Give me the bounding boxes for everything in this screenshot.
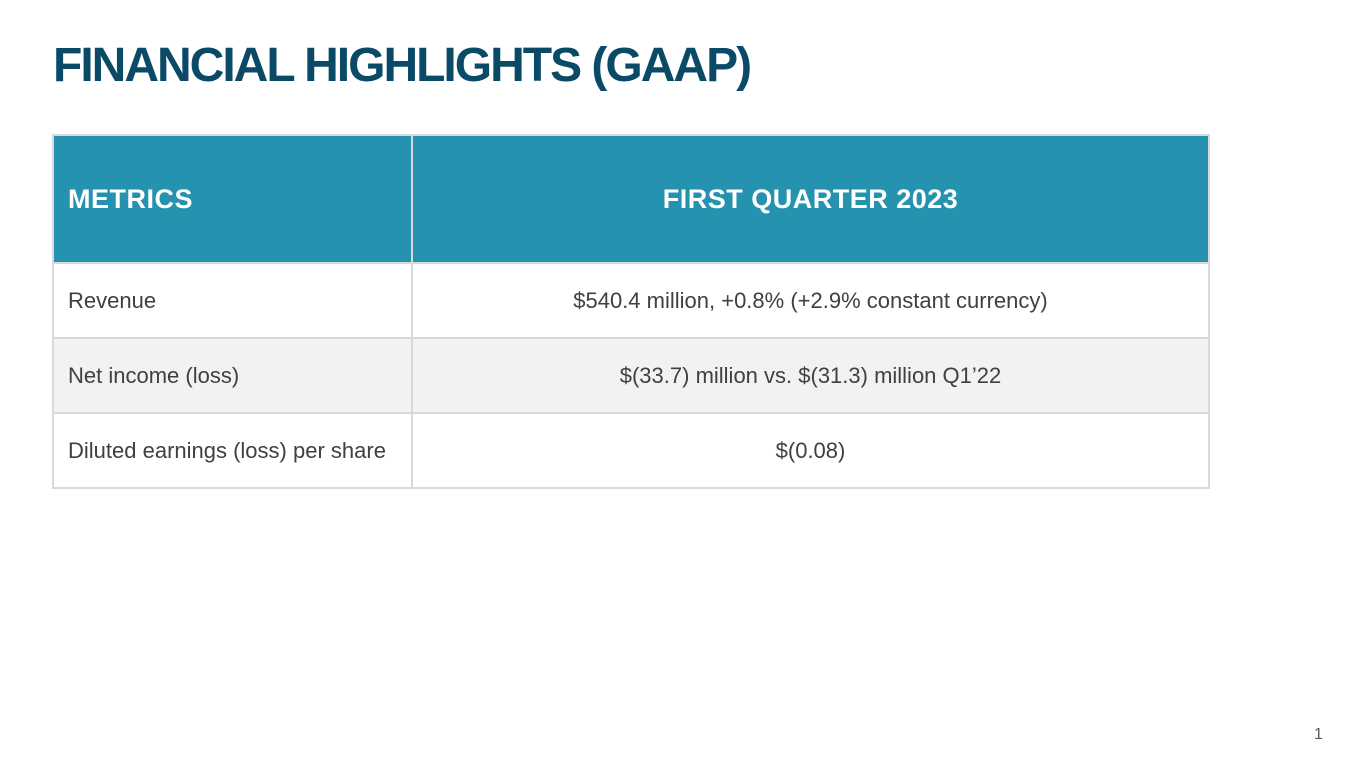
value-cell: $540.4 million, +0.8% (+2.9% constant cu… xyxy=(411,262,1210,339)
metric-cell: Revenue xyxy=(52,262,413,339)
table-row-revenue: Revenue $540.4 million, +0.8% (+2.9% con… xyxy=(52,262,1210,339)
table-header-row: METRICS FIRST QUARTER 2023 xyxy=(52,134,1210,264)
metric-cell: Net income (loss) xyxy=(52,337,413,414)
financial-highlights-table: METRICS FIRST QUARTER 2023 Revenue $540.… xyxy=(52,134,1210,489)
first-quarter-column-header: FIRST QUARTER 2023 xyxy=(411,134,1210,264)
page-number: 1 xyxy=(1314,726,1323,743)
value-cell: $(33.7) million vs. $(31.3) million Q1’2… xyxy=(411,337,1210,414)
table-row-diluted-eps: Diluted earnings (loss) per share $(0.08… xyxy=(52,412,1210,489)
metric-cell: Diluted earnings (loss) per share xyxy=(52,412,413,489)
table-row-net-income: Net income (loss) $(33.7) million vs. $(… xyxy=(52,337,1210,414)
slide-title: FINANCIAL HIGHLIGHTS (GAAP) xyxy=(53,39,752,92)
metrics-column-header: METRICS xyxy=(52,134,413,264)
financial-highlights-table-container: METRICS FIRST QUARTER 2023 Revenue $540.… xyxy=(52,134,1210,489)
value-cell: $(0.08) xyxy=(411,412,1210,489)
